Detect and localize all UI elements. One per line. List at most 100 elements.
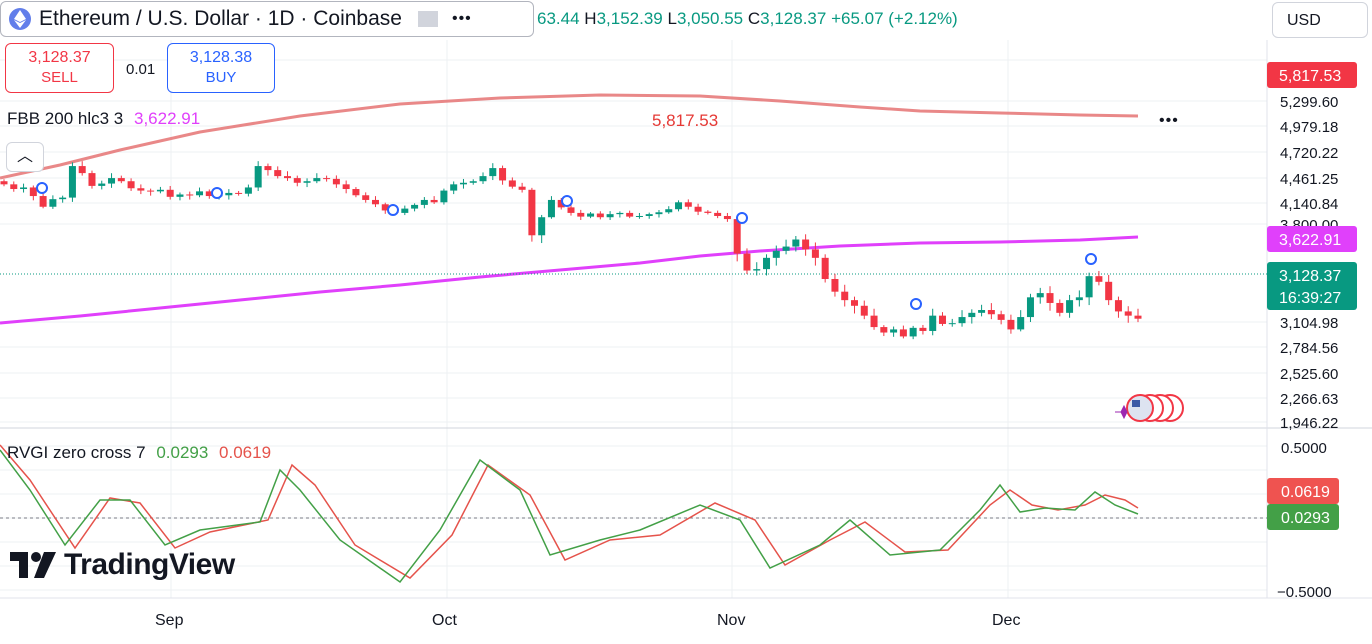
candle-body [635,215,643,217]
candle-body [860,305,868,316]
candle-body [1114,300,1122,312]
ohlc-legend: 63.44 H3,152.39 L3,050.55 C3,128.37 +65.… [537,9,958,29]
candle-body [899,329,907,337]
candle-body [264,166,272,171]
candle-body [196,191,204,196]
signal-marker [1085,253,1097,265]
candle-body [948,323,956,325]
upper-band-value-label: 5,817.53 [652,111,718,130]
candle-body [10,184,18,190]
candle-body [694,206,702,212]
candle-body [342,184,350,190]
currency-selector[interactable]: USD [1272,2,1368,38]
candle-body [430,199,438,203]
candle-body [978,310,986,313]
candle-body [313,178,321,182]
rvgi-red-badge-text: 0.0619 [1281,484,1330,501]
candle-body [782,246,790,251]
indicator-legend[interactable]: FBB 200 hlc3 3 3,622.91 [7,109,200,129]
candle-body [577,212,585,217]
time-label-oct: Oct [432,612,457,629]
rvgi-name: RVGI zero cross 7 [7,443,146,462]
price-axis[interactable]: 5,299.60 4,979.18 4,720.22 4,461.25 4,140.84… [1280,94,1338,432]
price-axis-label: 4,720.22 [1280,145,1338,162]
buy-price: 3,128.38 [189,49,253,66]
candle-body [587,213,595,217]
candle-body [78,166,86,174]
buy-button[interactable]: 3,128.38 BUY [167,43,275,93]
candle-body [1085,276,1093,298]
us-flag-events-icon[interactable] [1115,394,1184,422]
candle-body [49,199,57,207]
candle-body [1066,300,1074,313]
sell-price: 3,128.37 [28,49,91,66]
candle-body [39,196,47,207]
candle-body [1026,297,1034,318]
rvgi-axis-bottom: −0.5000 [1277,584,1332,601]
candle-body [1075,297,1083,301]
visibility-icon[interactable] [417,11,438,27]
tradingview-logo-icon [10,552,56,578]
candle-body [156,189,164,192]
candle-body [987,310,995,315]
candle-body [538,217,546,236]
symbol-search-box[interactable]: Ethereum / U.S. Dollar · 1D · Coinbase •… [0,1,534,37]
last-price-badge [1267,262,1357,310]
price-axis-label: 4,461.25 [1280,171,1338,188]
candle-body [958,317,966,324]
candle-body [968,312,976,318]
candle-body [127,181,135,189]
candle-body [332,178,340,185]
candle-body [411,204,419,209]
upper-band-badge [1267,62,1357,88]
tradingview-logo-text: TradingView [64,548,235,581]
candle-body [929,315,937,331]
candle-body [371,199,379,205]
ohlc-high: 3,152.39 [596,9,663,28]
candle-body [596,213,604,218]
candle-body [352,189,360,196]
pane-more-icon[interactable]: ••• [1159,112,1179,129]
sell-button[interactable]: 3,128.37 SELL [5,43,114,93]
candle-body [479,176,487,182]
basis-badge [1267,226,1357,252]
candle-body [606,214,614,218]
candle-body [1017,317,1025,330]
candle-body [528,189,536,236]
rvgi-legend[interactable]: RVGI zero cross 7 0.0293 0.0619 [7,443,271,463]
signal-marker [387,204,399,216]
more-options-icon[interactable]: ••• [451,10,472,27]
candle-body [1036,293,1044,298]
symbol-title[interactable]: Ethereum / U.S. Dollar · 1D · Coinbase [39,7,402,30]
candle-body [274,170,282,177]
candle-body [753,269,761,271]
candle-body [743,253,751,271]
time-label-nov: Nov [717,612,745,629]
countdown-text: 16:39:27 [1279,290,1341,307]
candle-body [381,204,389,211]
candle-body [557,199,565,208]
ohlc-open: 63.44 [537,9,580,28]
candle-body [98,183,106,186]
upper-band-badge-text: 5,817.53 [1279,68,1341,85]
candle-body [235,192,243,194]
collapse-legend-button[interactable]: ︿ [6,142,44,172]
candle-body [1007,319,1015,330]
price-axis-label: 4,140.84 [1280,196,1338,213]
rvgi-green-badge [1267,504,1339,530]
rvgi-signal-line [0,444,1139,579]
candle-body [675,202,683,210]
tradingview-logo[interactable]: TradingView [10,548,235,582]
signal-marker [211,187,223,199]
signal-marker [36,182,48,194]
basis-badge-text: 3,622.91 [1279,232,1341,249]
candle-body [401,208,409,213]
candle-body [323,178,331,180]
basis-line [0,235,1139,325]
price-axis-label: 2,784.56 [1280,340,1338,357]
candle-body [802,239,810,250]
candle-body [499,168,507,181]
candles [0,161,1142,340]
candle-body [890,329,898,333]
